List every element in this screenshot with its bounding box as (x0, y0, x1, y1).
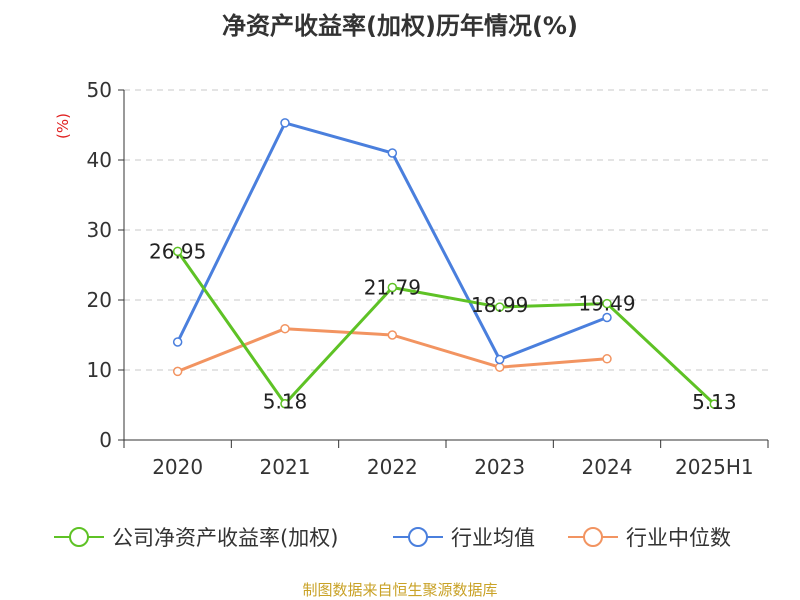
x-tick-label: 2023 (474, 455, 525, 479)
data-point[interactable] (494, 362, 505, 372)
legend-label: 行业均值 (451, 526, 535, 550)
data-point[interactable] (280, 398, 290, 409)
data-label: 18.99 (471, 293, 528, 317)
data-point[interactable] (602, 298, 612, 309)
data-labels: 26.95 5.18 21.79 18.99 19.49 5.13 (149, 239, 737, 414)
grid-lines (124, 89, 768, 371)
y-tick-label: 50 (87, 78, 112, 102)
x-tick-label: 2020 (152, 455, 203, 479)
data-point[interactable] (494, 302, 505, 312)
data-point[interactable] (602, 312, 612, 323)
data-point[interactable] (172, 337, 183, 347)
series-line (176, 250, 716, 406)
legend-marker (69, 527, 89, 547)
data-label: 26.95 (149, 239, 206, 263)
data-label: 5.13 (692, 390, 737, 414)
y-tick-label: 20 (87, 288, 112, 312)
x-tick-label: 2024 (582, 455, 633, 479)
legend-label: 公司净资产收益率(加权) (112, 526, 338, 550)
y-tick-label: 40 (87, 148, 112, 172)
legend-marker (408, 527, 428, 547)
series-line (176, 121, 608, 361)
x-tick-label: 2025H1 (675, 455, 754, 479)
legend-item[interactable]: 行业均值 (393, 526, 535, 550)
data-point[interactable] (387, 330, 398, 340)
source-note: 制图数据来自恒生聚源数据库 (302, 581, 498, 599)
y-axis-label: (%) (54, 113, 72, 139)
data-point[interactable] (172, 246, 183, 257)
x-tick-label: 2022 (367, 455, 418, 479)
x-tick-label: 2021 (260, 455, 311, 479)
data-label: 5.18 (263, 390, 308, 414)
y-tick-label: 0 (99, 428, 112, 452)
data-point[interactable] (602, 354, 612, 364)
legend-marker (583, 527, 603, 547)
data-point[interactable] (172, 366, 183, 377)
chart-title: 净资产收益率(加权)历年情况(%) (222, 12, 578, 40)
legend-label: 行业中位数 (626, 526, 731, 550)
data-point[interactable] (387, 148, 398, 158)
data-point[interactable] (387, 282, 398, 293)
series-lines (172, 118, 720, 409)
data-point[interactable] (280, 323, 290, 334)
axes: 0 10 20 30 40 50 (%) 2020 2021 2022 2023 2024 2025H1 (54, 78, 769, 479)
data-label: 19.49 (578, 292, 635, 316)
legend[interactable]: 公司净资产收益率(加权) 行业均值 行业中位数 (54, 526, 731, 550)
legend-item[interactable]: 公司净资产收益率(加权) (54, 526, 338, 550)
legend-item[interactable]: 行业中位数 (568, 526, 731, 550)
data-point[interactable] (709, 399, 720, 409)
data-point[interactable] (280, 118, 290, 128)
y-tick-label: 30 (87, 218, 112, 242)
y-tick-label: 10 (87, 358, 112, 382)
data-label: 21.79 (364, 275, 421, 299)
data-point[interactable] (494, 354, 505, 365)
